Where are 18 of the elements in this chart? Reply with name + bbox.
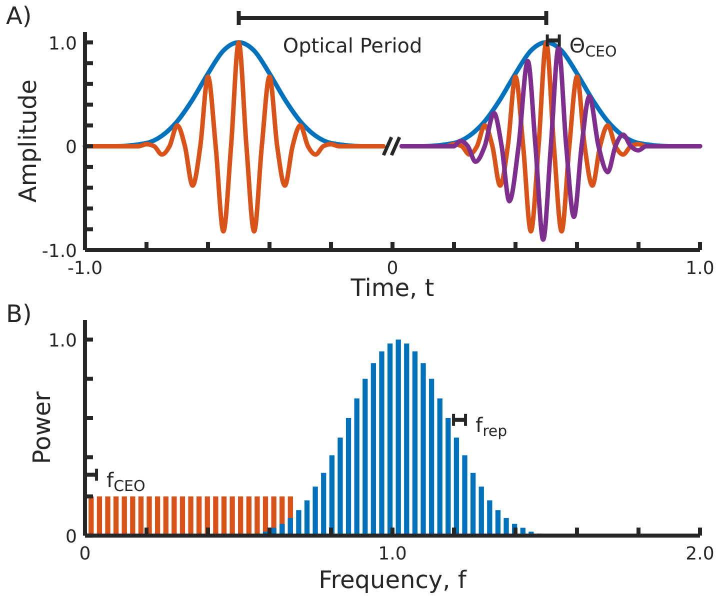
annotation: f$_{rep}$ [476, 412, 508, 440]
x-tick-label: 1.0 [686, 258, 714, 279]
y-tick-label: 0 [66, 526, 77, 548]
y-tick-label: 1.0 [48, 330, 77, 352]
annotation: f$_{CEO}$ [106, 468, 146, 495]
x-axis-title: Frequency, f [318, 566, 467, 594]
chart-title: B) [6, 300, 32, 328]
y-tick-label: 0 [66, 137, 77, 158]
chart-title: A) [6, 2, 32, 30]
y-tick-label: 1.0 [48, 33, 77, 54]
annotation: Optical Period [282, 33, 422, 58]
y-axis-title: Power [28, 391, 56, 464]
y-axis-title: Amplitude [14, 80, 42, 202]
x-tick-label: 1.0 [378, 544, 407, 565]
x-tick-label: 2.0 [686, 544, 714, 565]
x-tick-label: 0 [79, 544, 91, 565]
y-tick-label: -1.0 [42, 241, 77, 262]
annotation: Θ$_{CEO}$ [569, 33, 617, 60]
